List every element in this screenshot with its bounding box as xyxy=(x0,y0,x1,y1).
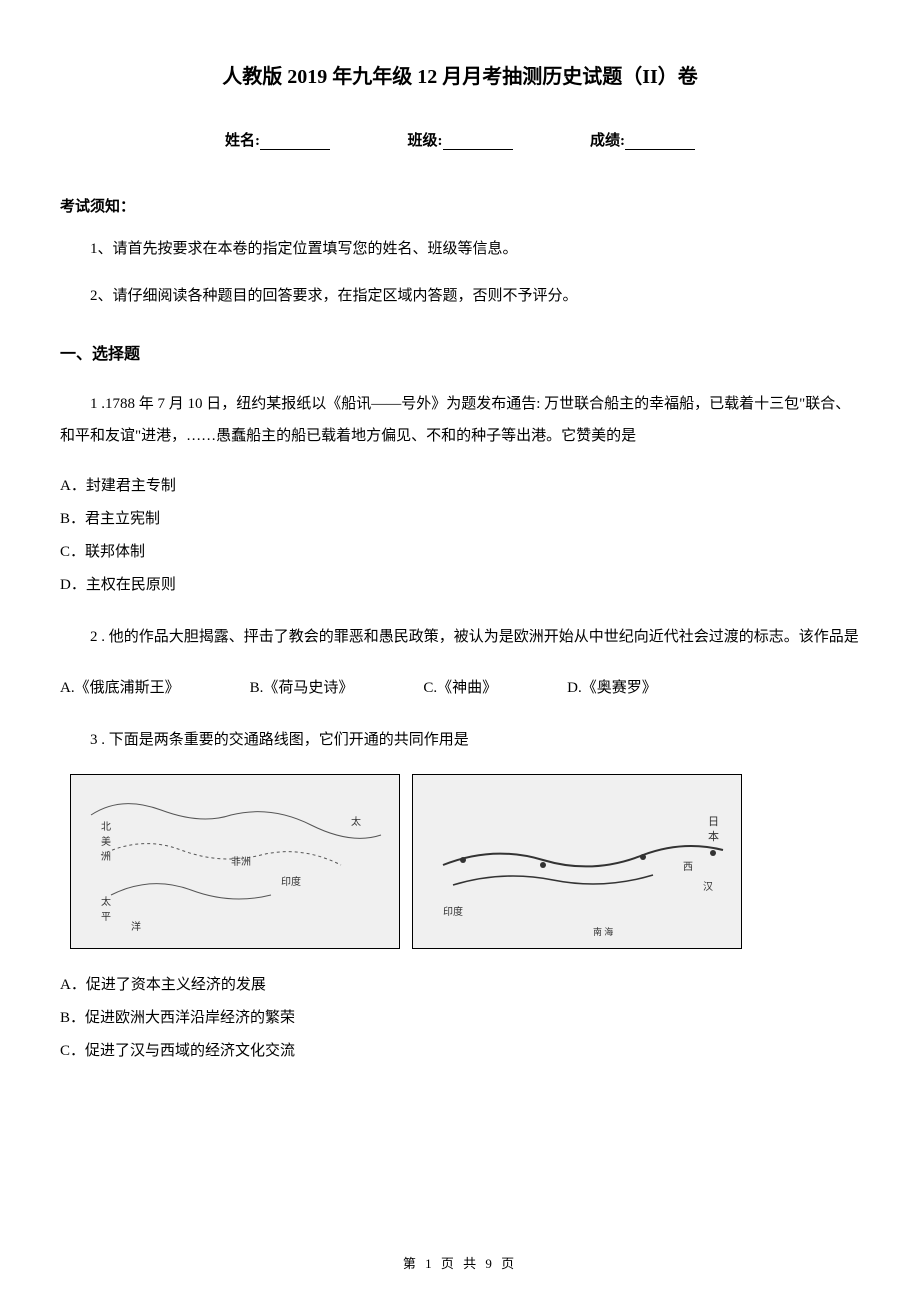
question-number: 3 . xyxy=(90,732,105,748)
map-image-2: 日 本 西 汉 印度 南 海 xyxy=(412,774,742,949)
svg-text:美: 美 xyxy=(101,835,111,848)
question-number: 1 . xyxy=(90,396,105,412)
option-c: C．联邦体制 xyxy=(60,536,860,569)
question-body: 1788 年 7 月 10 日，纽约某报纸以《船讯——号外》为题发布通告: 万世… xyxy=(60,396,850,444)
question-1: 1 .1788 年 7 月 10 日，纽约某报纸以《船讯——号外》为题发布通告:… xyxy=(60,389,860,452)
map-image-1: 北 美 洲 太 非洲 印度 太 平 洋 xyxy=(70,774,400,949)
svg-text:非洲: 非洲 xyxy=(231,856,251,868)
instructions-heading: 考试须知： xyxy=(60,195,860,216)
page-footer: 第 1 页 共 9 页 xyxy=(0,1253,920,1272)
question-number: 2 . xyxy=(90,629,105,645)
instruction-item: 1、请首先按要求在本卷的指定位置填写您的姓名、班级等信息。 xyxy=(60,236,860,263)
instruction-item: 2、请仔细阅读各种题目的回答要求，在指定区域内答题，否则不予评分。 xyxy=(60,283,860,310)
svg-text:太: 太 xyxy=(101,895,111,908)
option-c: C．促进了汉与西域的经济文化交流 xyxy=(60,1035,860,1068)
svg-text:北: 北 xyxy=(101,821,111,833)
option-c: C.《神曲》 xyxy=(423,672,497,705)
option-a: A．封建君主专制 xyxy=(60,470,860,503)
svg-text:本: 本 xyxy=(708,829,719,843)
question-2: 2 . 他的作品大胆揭露、抨击了教会的罪恶和愚民政策，被认为是欧洲开始从中世纪向… xyxy=(60,622,860,654)
svg-text:印度: 印度 xyxy=(281,875,301,888)
question-2-options: A.《俄底浦斯王》 B.《荷马史诗》 C.《神曲》 D.《奥赛罗》 xyxy=(60,672,860,705)
option-b: B．君主立宪制 xyxy=(60,503,860,536)
class-label: 班级: xyxy=(408,133,443,149)
svg-text:平: 平 xyxy=(101,912,111,923)
option-b: B．促进欧洲大西洋沿岸经济的繁荣 xyxy=(60,1002,860,1035)
svg-text:汉: 汉 xyxy=(703,881,713,893)
question-body: 他的作品大胆揭露、抨击了教会的罪恶和愚民政策，被认为是欧洲开始从中世纪向近代社会… xyxy=(105,629,859,645)
svg-text:西: 西 xyxy=(683,862,693,873)
score-label: 成绩: xyxy=(590,133,625,149)
option-d: D．主权在民原则 xyxy=(60,569,860,602)
svg-text:太: 太 xyxy=(351,815,361,828)
section-title: 一、选择题 xyxy=(60,340,860,364)
question-3: 3 . 下面是两条重要的交通路线图，它们开通的共同作用是 xyxy=(60,725,860,757)
option-a: A．促进了资本主义经济的发展 xyxy=(60,969,860,1002)
name-label: 姓名: xyxy=(225,133,260,149)
name-blank[interactable] xyxy=(260,132,330,150)
map-container: 北 美 洲 太 非洲 印度 太 平 洋 日 本 西 汉 印度 南 海 xyxy=(60,774,860,949)
student-info-row: 姓名: 班级: 成绩: xyxy=(60,129,860,150)
question-body: 下面是两条重要的交通路线图，它们开通的共同作用是 xyxy=(105,732,469,748)
svg-text:日: 日 xyxy=(708,816,719,828)
exam-title: 人教版 2019 年九年级 12 月月考抽测历史试题（II）卷 xyxy=(60,60,860,89)
option-d: D.《奥赛罗》 xyxy=(567,672,657,705)
svg-text:印度: 印度 xyxy=(443,905,463,918)
svg-text:洋: 洋 xyxy=(131,920,141,933)
class-blank[interactable] xyxy=(443,132,513,150)
option-a: A.《俄底浦斯王》 xyxy=(60,672,180,705)
score-blank[interactable] xyxy=(625,132,695,150)
svg-text:洲: 洲 xyxy=(101,851,111,863)
svg-text:南 海: 南 海 xyxy=(593,926,613,937)
option-b: B.《荷马史诗》 xyxy=(250,672,354,705)
